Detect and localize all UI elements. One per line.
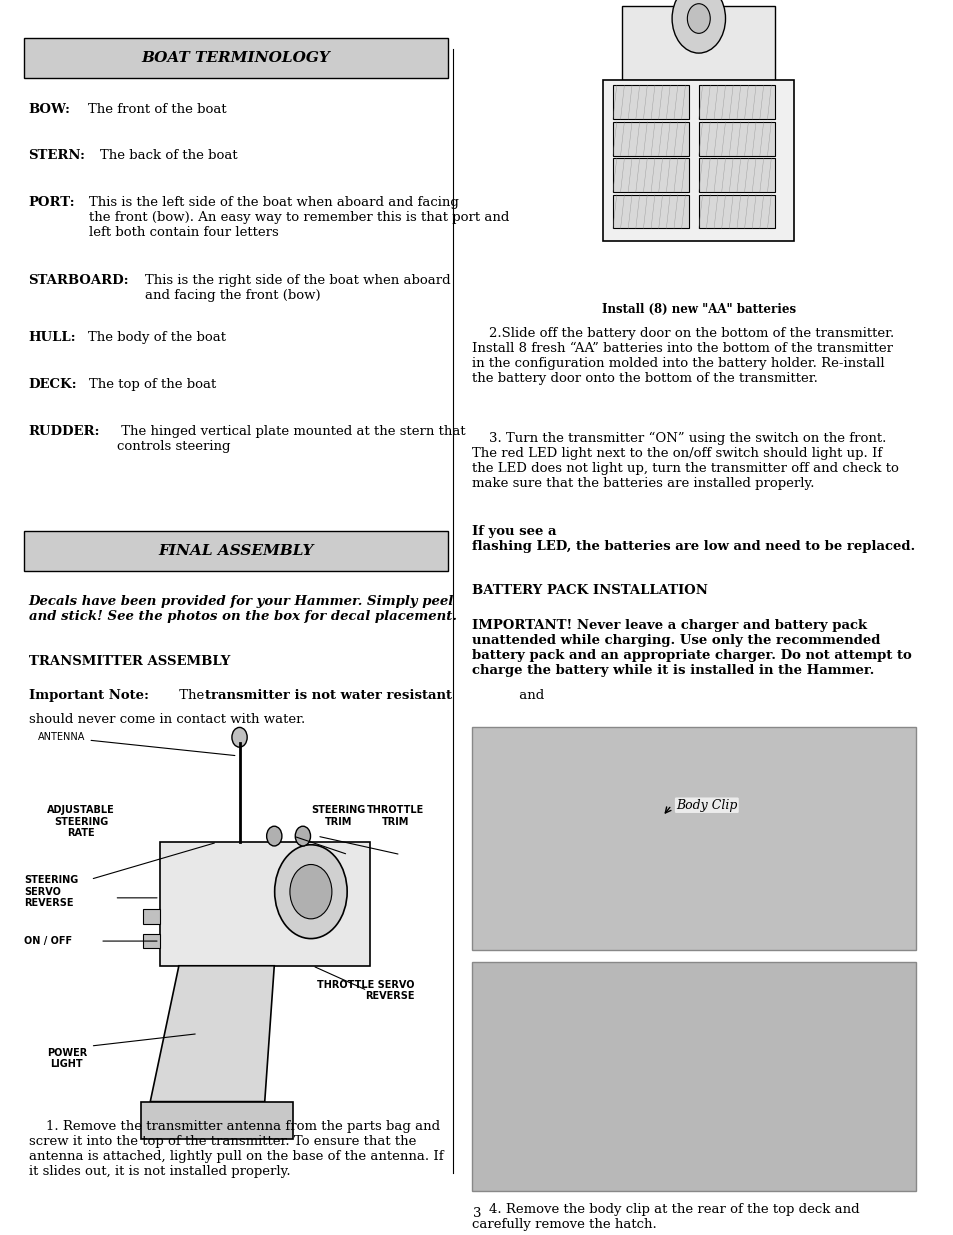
Text: ON / OFF: ON / OFF — [24, 936, 71, 946]
Bar — [698, 158, 774, 193]
Text: 3. Turn the transmitter “ON” using the switch on the front.
The red LED light ne: 3. Turn the transmitter “ON” using the s… — [472, 432, 898, 490]
Bar — [159, 842, 369, 966]
Text: Install (8) new "AA" batteries: Install (8) new "AA" batteries — [601, 303, 795, 316]
Text: TRANSMITTER ASSEMBLY: TRANSMITTER ASSEMBLY — [29, 655, 230, 668]
Bar — [472, 962, 915, 1191]
Text: HULL:: HULL: — [29, 331, 76, 345]
Text: and: and — [515, 689, 544, 703]
Text: ADJUSTABLE
STEERING
RATE: ADJUSTABLE STEERING RATE — [47, 805, 115, 839]
FancyBboxPatch shape — [24, 38, 448, 78]
Bar — [612, 158, 688, 193]
Text: BOAT TERMINOLOGY: BOAT TERMINOLOGY — [142, 51, 330, 65]
Bar — [698, 85, 774, 120]
Bar — [602, 80, 793, 241]
Text: Body Clip: Body Clip — [676, 799, 737, 811]
Text: Important Note:: Important Note: — [29, 689, 149, 703]
Bar — [621, 6, 774, 80]
Text: transmitter is not water resistant: transmitter is not water resistant — [205, 689, 452, 703]
Text: The front of the boat: The front of the boat — [88, 103, 226, 116]
Bar — [698, 122, 774, 156]
Text: 2.Slide off the battery door on the bottom of the transmitter.
Install 8 fresh “: 2.Slide off the battery door on the bott… — [472, 327, 894, 385]
Text: STERN:: STERN: — [29, 149, 86, 163]
Text: IMPORTANT! Never leave a charger and battery pack
unattended while charging. Use: IMPORTANT! Never leave a charger and bat… — [472, 619, 911, 677]
Text: ANTENNA: ANTENNA — [38, 732, 234, 756]
FancyBboxPatch shape — [24, 531, 448, 571]
Text: 3: 3 — [473, 1207, 480, 1220]
Text: should never come in contact with water.: should never come in contact with water. — [29, 713, 305, 726]
Text: STEERING
TRIM: STEERING TRIM — [312, 805, 365, 826]
Text: 4. Remove the body clip at the rear of the top deck and
carefully remove the hat: 4. Remove the body clip at the rear of t… — [472, 1203, 859, 1231]
Circle shape — [290, 864, 332, 919]
Text: This is the right side of the boat when aboard
and facing the front (bow): This is the right side of the boat when … — [145, 274, 450, 303]
Bar — [612, 85, 688, 120]
Text: This is the left side of the boat when aboard and facing
the front (bow). An eas: This is the left side of the boat when a… — [89, 196, 509, 240]
Polygon shape — [141, 1102, 294, 1139]
Bar — [612, 122, 688, 156]
Text: FINAL ASSEMBLY: FINAL ASSEMBLY — [158, 543, 314, 558]
Text: THROTTLE
TRIM: THROTTLE TRIM — [367, 805, 424, 826]
Text: If you see a
flashing LED, the batteries are low and need to be replaced.: If you see a flashing LED, the batteries… — [472, 525, 915, 553]
Text: The back of the boat: The back of the boat — [100, 149, 237, 163]
Text: The top of the boat: The top of the boat — [89, 378, 215, 391]
Bar — [472, 727, 915, 950]
Text: THROTTLE SERVO
REVERSE: THROTTLE SERVO REVERSE — [317, 979, 415, 1002]
Text: 1. Remove the transmitter antenna from the parts bag and
screw it into the top o: 1. Remove the transmitter antenna from t… — [29, 1120, 443, 1178]
Circle shape — [232, 727, 247, 747]
Bar — [698, 195, 774, 228]
Bar — [612, 195, 688, 228]
Text: BATTERY PACK INSTALLATION: BATTERY PACK INSTALLATION — [472, 584, 707, 598]
Circle shape — [274, 845, 347, 939]
Circle shape — [266, 826, 281, 846]
Polygon shape — [150, 966, 274, 1102]
Text: RUDDER:: RUDDER: — [29, 425, 100, 438]
Text: The: The — [174, 689, 208, 703]
Text: STARBOARD:: STARBOARD: — [29, 274, 129, 288]
Bar — [143, 909, 159, 924]
Text: The body of the boat: The body of the boat — [88, 331, 226, 345]
Text: BOW:: BOW: — [29, 103, 71, 116]
Circle shape — [686, 4, 709, 33]
Text: The hinged vertical plate mounted at the stern that
controls steering: The hinged vertical plate mounted at the… — [117, 425, 465, 453]
Text: STEERING
SERVO
REVERSE: STEERING SERVO REVERSE — [24, 876, 78, 908]
Text: Decals have been provided for your Hammer. Simply peel
and stick! See the photos: Decals have been provided for your Hamme… — [29, 595, 456, 624]
Bar — [143, 934, 159, 948]
Text: DECK:: DECK: — [29, 378, 77, 391]
Circle shape — [295, 826, 311, 846]
Text: POWER
LIGHT: POWER LIGHT — [47, 1047, 87, 1070]
Circle shape — [671, 0, 724, 53]
Text: PORT:: PORT: — [29, 196, 75, 210]
